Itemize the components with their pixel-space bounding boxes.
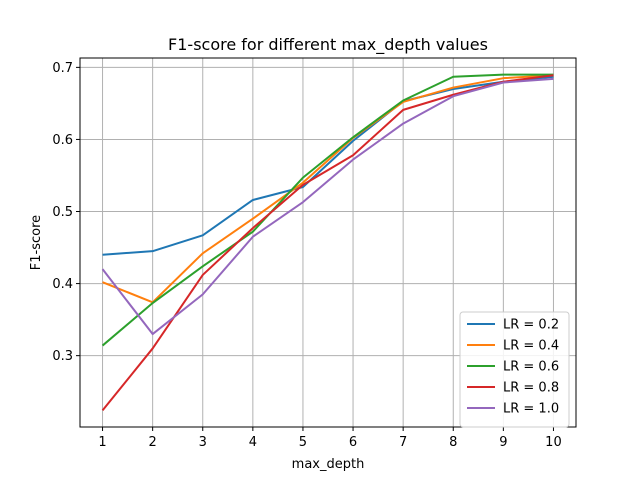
plot-frame: [79, 57, 577, 428]
y-tick-label: 0.4: [52, 277, 73, 292]
x-tick-label: 4: [249, 435, 257, 450]
chart-title: F1-score for different max_depth values: [168, 35, 488, 55]
x-tick-label: 7: [399, 435, 407, 450]
x-tick-label: 3: [199, 435, 207, 450]
legend-label: LR = 0.4: [503, 339, 559, 354]
legend-label: LR = 0.6: [503, 360, 559, 375]
x-tick-label: 6: [349, 435, 357, 450]
y-tick-label: 0.6: [52, 133, 73, 148]
x-tick-label: 9: [499, 435, 507, 450]
x-axis-label: max_depth: [292, 457, 365, 472]
x-tick-label: 5: [299, 435, 307, 450]
y-tick-label: 0.5: [52, 205, 73, 220]
legend-label: LR = 0.8: [503, 381, 559, 396]
legend: LR = 0.2 LR = 0.4 LR = 0.6 LR = 0.8 LR = 1.0: [459, 311, 570, 428]
x-tick-label: 8: [449, 435, 457, 450]
series-line-4: [101, 74, 554, 412]
y-axis-label: F1-score: [29, 215, 44, 270]
series-line-1: [102, 75, 554, 256]
axis-ticks: 1 2 3 4 5 6 7 8 9 10 0.3 0.4 0.5 0.6 0.7: [52, 61, 561, 450]
series-line-2: [102, 74, 554, 304]
y-tick-label: 0.7: [52, 61, 73, 76]
series-lines: [101, 73, 554, 412]
x-tick-label: 10: [545, 435, 562, 450]
y-tick-label: 0.3: [52, 349, 73, 364]
x-tick-label: 1: [98, 435, 106, 450]
legend-label: LR = 0.2: [503, 318, 559, 333]
x-tick-label: 2: [149, 435, 157, 450]
legend-label: LR = 1.0: [503, 402, 559, 417]
legend-box: [459, 311, 570, 428]
series-line-5: [101, 77, 554, 336]
series-line-3: [101, 73, 554, 347]
